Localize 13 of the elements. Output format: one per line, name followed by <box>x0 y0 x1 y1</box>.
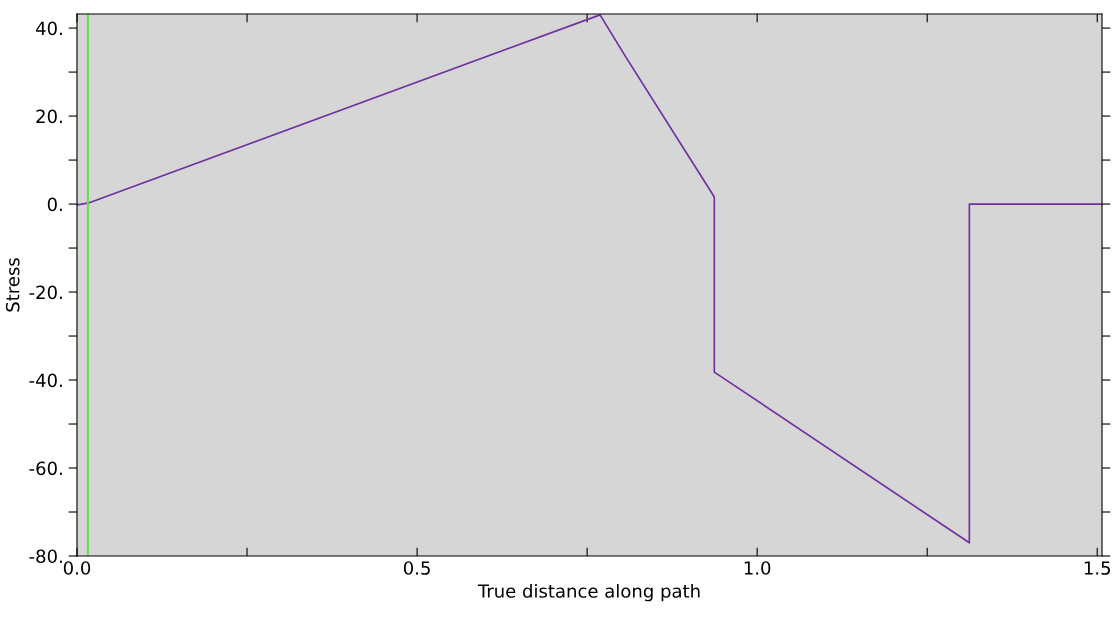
y-tick-label: 0. <box>47 197 62 212</box>
x-tick-label: 0.0 <box>63 561 91 575</box>
x-tick-label: 1.5 <box>1084 561 1111 575</box>
x-tick-label: 1.0 <box>744 561 771 575</box>
y-tick-label: -60. <box>29 461 62 476</box>
y-tick-label: -20. <box>29 285 62 300</box>
y-axis-title: Stress <box>5 258 20 312</box>
x-axis-title: True distance along path <box>477 583 700 602</box>
y-tick-label: -80. <box>29 549 62 564</box>
y-tick-label: 40. <box>35 21 62 36</box>
y-tick-label: 20. <box>36 109 62 124</box>
y-tick-label: -40. <box>29 373 62 388</box>
x-tick-label: 0.5 <box>403 561 430 575</box>
